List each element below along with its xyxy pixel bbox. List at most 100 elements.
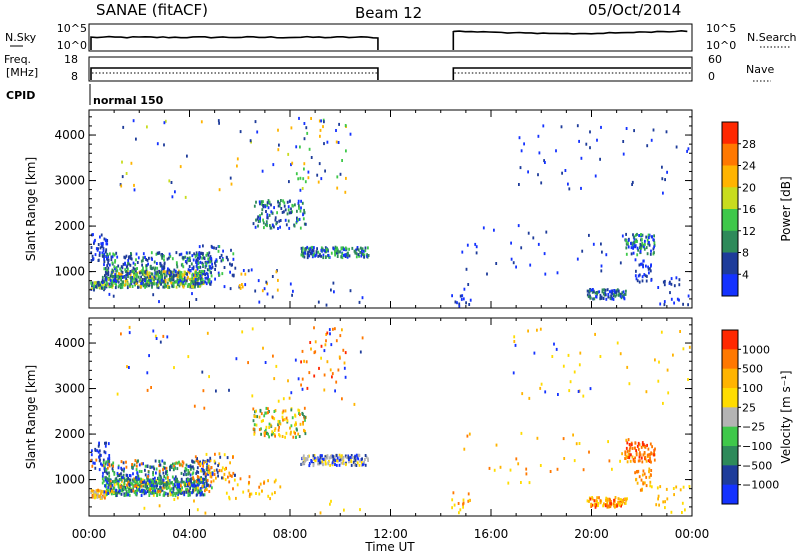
range-cell xyxy=(117,484,120,488)
range-cell xyxy=(178,485,181,489)
range-cell xyxy=(619,498,622,502)
range-cell xyxy=(176,461,179,465)
range-cell xyxy=(159,264,162,268)
range-cell xyxy=(111,463,113,467)
range-cell xyxy=(119,286,122,290)
range-cell xyxy=(126,485,129,489)
range-cell xyxy=(207,472,210,476)
range-cell xyxy=(278,219,281,223)
range-cell xyxy=(638,475,641,479)
range-cell xyxy=(551,355,554,358)
range-cell xyxy=(365,455,368,459)
range-cell xyxy=(469,298,472,302)
nave-tick-bottom: 0 xyxy=(708,70,715,83)
range-cell xyxy=(153,479,155,483)
range-cell xyxy=(111,270,113,274)
range-cell xyxy=(158,300,160,304)
range-cell xyxy=(142,484,145,488)
range-cell xyxy=(177,269,180,273)
range-cell xyxy=(210,244,213,248)
range-cell xyxy=(258,200,261,204)
range-cell xyxy=(317,254,320,258)
range-cell xyxy=(348,254,351,258)
range-cell xyxy=(233,473,236,477)
range-cell xyxy=(288,226,291,230)
range-cell xyxy=(592,288,594,291)
range-cell xyxy=(625,446,628,450)
range-cell xyxy=(366,253,368,257)
range-cell xyxy=(344,253,346,257)
range-cell xyxy=(192,265,195,269)
range-cell xyxy=(113,253,116,257)
range-cell xyxy=(640,246,643,250)
range-cell xyxy=(218,273,221,277)
range-cell xyxy=(599,499,602,503)
range-cell xyxy=(148,274,150,277)
range-cell xyxy=(336,251,338,255)
range-cell xyxy=(650,278,653,282)
range-cell xyxy=(139,489,142,493)
range-cell xyxy=(297,199,300,203)
range-cell xyxy=(283,204,286,208)
range-cell xyxy=(131,466,133,470)
range-cell xyxy=(555,149,557,153)
range-cell xyxy=(304,459,306,463)
range-cell xyxy=(191,267,194,270)
range-cell xyxy=(114,491,117,495)
range-cell xyxy=(304,415,307,419)
range-cell xyxy=(140,259,143,263)
range-cell xyxy=(614,294,617,298)
range-cell xyxy=(152,481,155,485)
range-cell xyxy=(203,269,206,273)
y-tick-label: 3000 xyxy=(54,174,85,188)
range-cell xyxy=(205,271,208,275)
range-cell xyxy=(96,495,99,499)
range-cell xyxy=(318,366,320,370)
range-cell xyxy=(679,330,681,333)
range-cell xyxy=(91,494,94,497)
colorbar-swatch xyxy=(722,426,738,447)
range-cell xyxy=(137,256,140,260)
range-cell xyxy=(616,288,619,292)
range-cell xyxy=(626,456,629,459)
range-cell xyxy=(104,444,107,448)
range-cell xyxy=(214,452,216,456)
range-cell xyxy=(231,273,234,277)
range-cell xyxy=(241,330,244,334)
range-cell xyxy=(201,251,203,255)
range-cell xyxy=(220,253,223,257)
range-cell xyxy=(118,491,121,495)
range-cell xyxy=(109,479,112,483)
range-cell xyxy=(308,464,311,468)
range-cell xyxy=(527,231,530,235)
range-cell xyxy=(125,265,128,269)
range-cell xyxy=(148,278,151,282)
range-cell xyxy=(111,285,114,289)
range-cell xyxy=(102,464,105,468)
range-cell xyxy=(126,286,129,290)
range-cell xyxy=(102,461,105,465)
range-cell xyxy=(125,465,128,469)
range-cell xyxy=(142,252,145,256)
range-cell xyxy=(161,280,163,284)
range-cell xyxy=(133,281,136,285)
range-cell xyxy=(625,242,628,246)
range-cell xyxy=(354,454,356,458)
range-cell xyxy=(124,478,126,482)
range-cell xyxy=(363,253,366,257)
range-cell xyxy=(173,477,176,481)
range-cell xyxy=(688,485,691,488)
range-cell xyxy=(659,302,662,306)
range-cell xyxy=(314,254,316,258)
range-cell xyxy=(364,249,367,253)
range-cell xyxy=(160,271,162,274)
range-cell xyxy=(193,252,195,256)
range-cell xyxy=(254,410,256,414)
range-cell xyxy=(286,200,289,204)
range-cell xyxy=(625,239,627,243)
range-cell xyxy=(223,472,226,476)
range-cell xyxy=(168,482,171,486)
range-cell xyxy=(308,462,311,465)
range-cell xyxy=(157,274,160,278)
